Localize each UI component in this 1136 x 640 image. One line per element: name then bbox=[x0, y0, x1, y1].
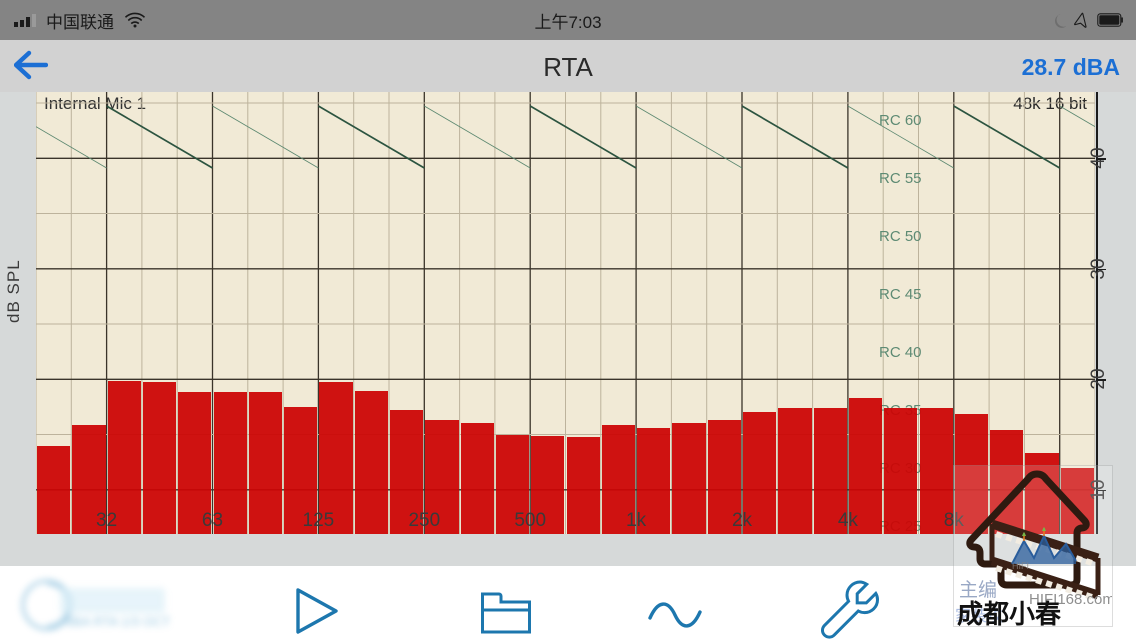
svg-text:主编: 主编 bbox=[959, 579, 997, 601]
svg-text:成都小春: 成都小春 bbox=[957, 599, 1061, 626]
svg-text:dBA RTA 1/3 OCT: dBA RTA 1/3 OCT bbox=[66, 614, 170, 629]
svg-text:HIFI: HIFI bbox=[1012, 561, 1029, 571]
